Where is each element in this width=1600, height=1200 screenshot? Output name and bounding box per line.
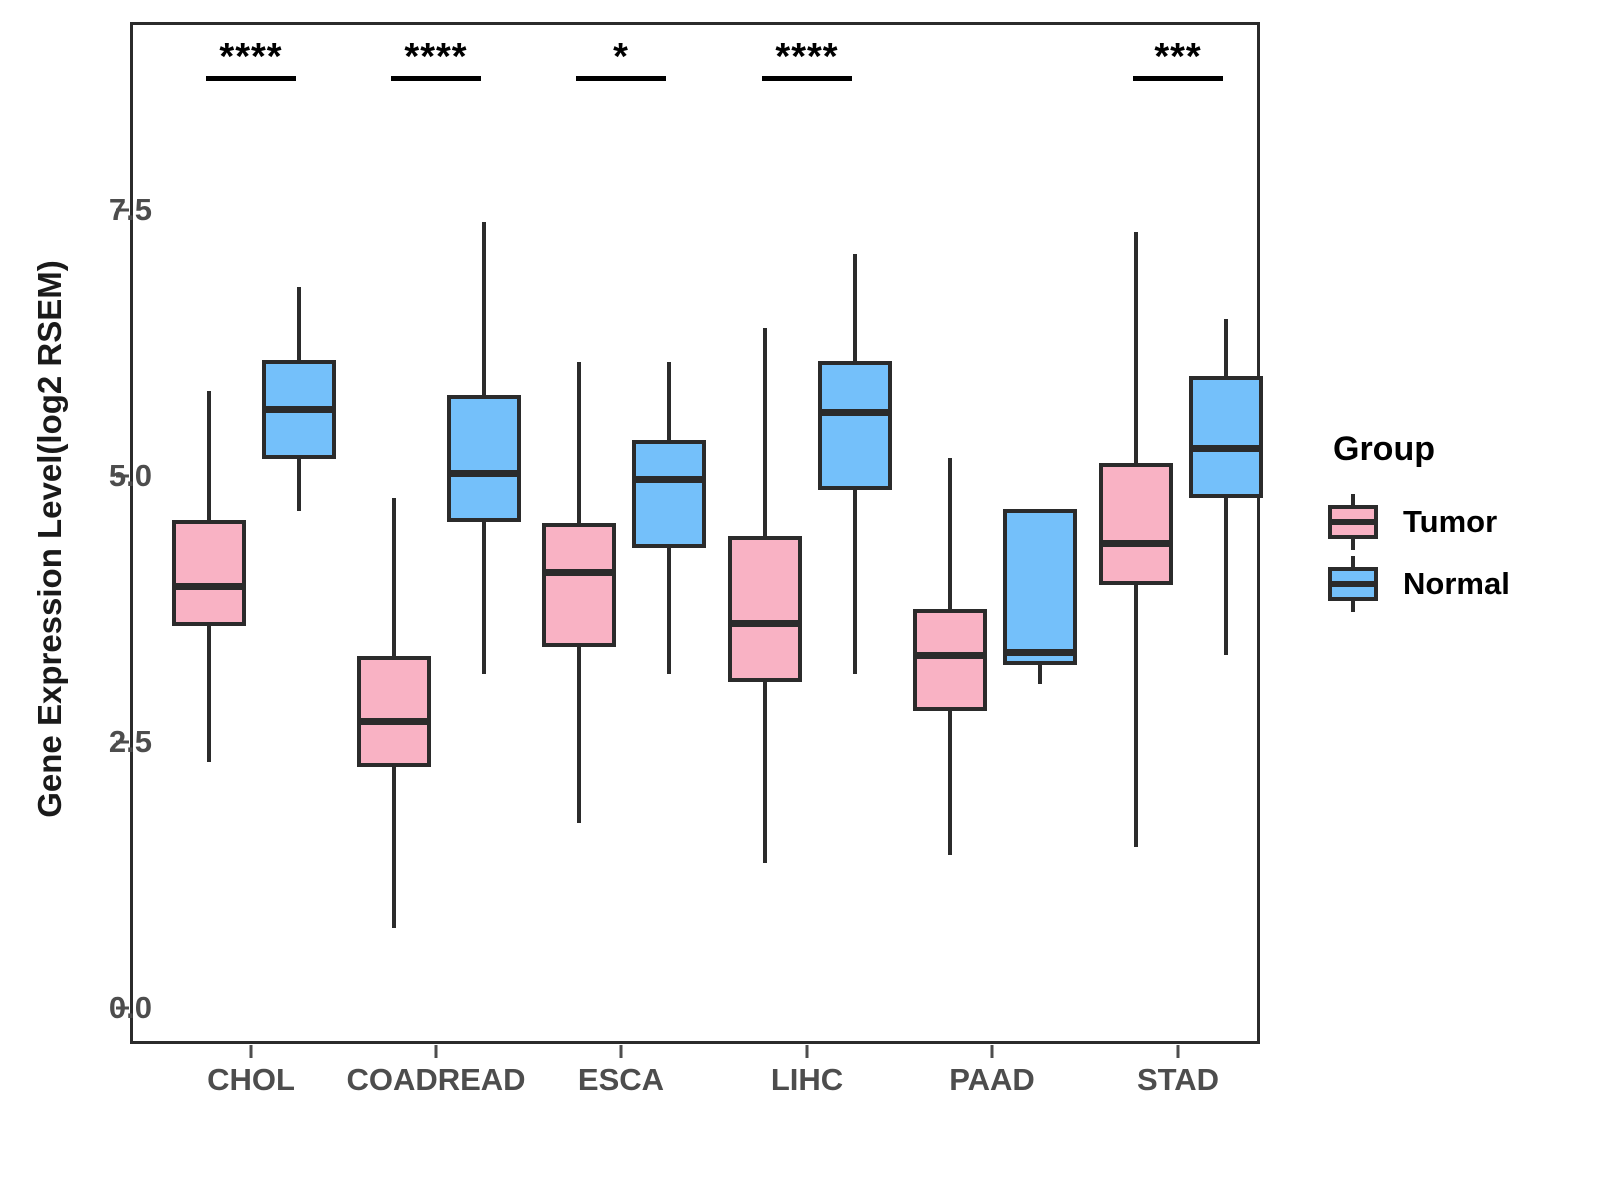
median-line (1003, 649, 1077, 657)
legend-key-icon (1325, 494, 1381, 550)
legend-label: Normal (1403, 566, 1510, 601)
y-tick-mark (116, 474, 129, 478)
whisker-lower (207, 625, 211, 763)
whisker-lower (392, 767, 396, 928)
significance-bar (576, 76, 666, 81)
significance-bar (391, 76, 481, 81)
whisker-lower (948, 710, 952, 855)
plot-panel (130, 22, 1263, 1044)
legend: Group Tumor Normal (1325, 430, 1585, 615)
box-chol-tumor (172, 520, 246, 626)
x-tick-label-coadread: COADREAD (346, 1062, 526, 1097)
median-line (357, 717, 431, 725)
box-stad-tumor (1099, 463, 1173, 586)
whisker-upper (667, 361, 671, 440)
x-tick-label-lihc: LIHC (770, 1062, 844, 1097)
x-tick-mark (249, 1045, 253, 1058)
median-line (818, 408, 892, 416)
box-lihc-normal (818, 360, 892, 490)
legend-item-tumor[interactable]: Tumor (1325, 491, 1585, 553)
significance-label: **** (404, 36, 468, 78)
box-lihc-tumor (728, 536, 802, 683)
whisker-upper (948, 457, 952, 609)
whisker-upper (853, 254, 857, 361)
median-line (1189, 445, 1263, 453)
legend-key-icon (1325, 556, 1381, 612)
plot-area (133, 25, 1263, 1041)
box-esca-tumor (542, 522, 616, 648)
significance-bar (762, 76, 852, 81)
legend-median (1328, 581, 1378, 587)
median-line (262, 405, 336, 413)
whisker-upper (1224, 319, 1228, 376)
whisker-lower (1224, 498, 1228, 655)
whisker-lower (763, 682, 767, 864)
box-esca-normal (632, 439, 706, 549)
legend-title: Group (1333, 430, 1435, 468)
box-coadread-tumor (357, 655, 431, 768)
box-paad-normal (1003, 508, 1077, 666)
significance-bar (206, 76, 296, 81)
x-tick-mark (805, 1045, 809, 1058)
whisker-lower (1134, 585, 1138, 848)
whisker-upper (577, 361, 581, 523)
significance-bar (1133, 76, 1223, 81)
whisker-upper (297, 287, 301, 360)
median-line (632, 476, 706, 483)
median-line (913, 651, 987, 659)
median-line (542, 568, 616, 576)
significance-label: *** (1154, 36, 1202, 78)
median-line (1099, 539, 1173, 547)
whisker-lower (667, 548, 671, 674)
whisker-upper (482, 221, 486, 395)
whisker-upper (1134, 232, 1138, 464)
y-tick-mark (116, 740, 129, 744)
significance-label: **** (219, 36, 283, 78)
whisker-lower (853, 489, 857, 674)
x-tick-mark (1176, 1045, 1180, 1058)
x-tick-label-stad: STAD (1136, 1062, 1220, 1097)
x-tick-mark (990, 1045, 994, 1058)
median-line (172, 583, 246, 591)
y-tick-mark (116, 208, 129, 212)
y-axis-title: Gene Expression Level(log2 RSEM) (31, 260, 68, 818)
x-tick-label-paad: PAAD (949, 1062, 1035, 1097)
x-tick-mark (434, 1045, 438, 1058)
median-line (728, 619, 802, 627)
median-line (447, 469, 521, 477)
box-stad-normal (1189, 375, 1263, 499)
significance-label: **** (775, 36, 839, 78)
x-tick-label-esca: ESCA (577, 1062, 665, 1097)
whisker-upper (392, 498, 396, 656)
x-tick-label-chol: CHOL (207, 1062, 295, 1097)
legend-label: Tumor (1403, 504, 1498, 539)
whisker-upper (207, 390, 211, 521)
whisker-lower (1038, 665, 1042, 685)
legend-median (1328, 519, 1378, 525)
legend-items: Tumor Normal (1325, 491, 1585, 615)
box-coadread-normal (447, 394, 521, 522)
legend-item-normal[interactable]: Normal (1325, 553, 1585, 615)
box-paad-tumor (913, 608, 987, 711)
x-tick-mark (619, 1045, 623, 1058)
whisker-lower (577, 647, 581, 823)
whisker-upper (763, 327, 767, 537)
whisker-lower (482, 521, 486, 674)
whisker-lower (297, 458, 301, 511)
y-tick-mark (116, 1006, 129, 1010)
significance-label: * (613, 36, 629, 78)
